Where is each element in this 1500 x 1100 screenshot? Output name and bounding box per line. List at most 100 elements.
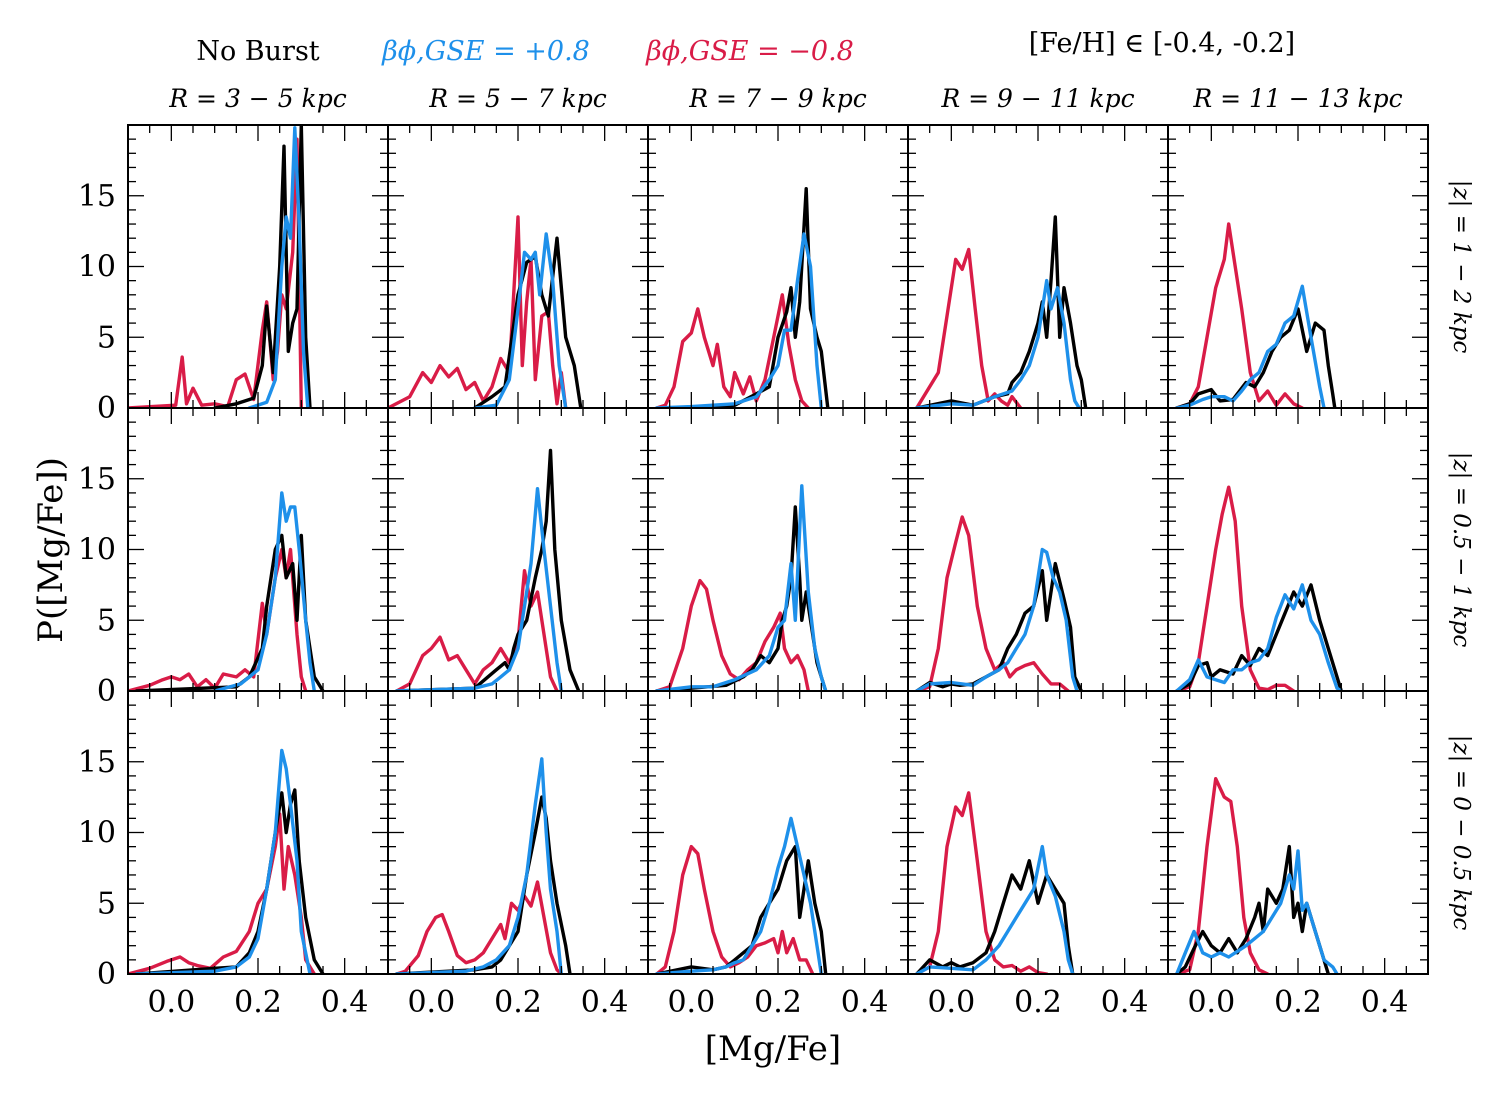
x-tick-label: 0.0	[407, 985, 455, 1020]
y-axis-title: P([Mg/Fe])	[31, 457, 71, 643]
x-tick-label: 0.2	[494, 985, 542, 1020]
series-line-no-burst	[395, 795, 572, 974]
y-tick-labels: 0 5 10 15 0 5 10 15 0 5 10 15	[78, 179, 116, 992]
series-line-minus	[395, 569, 559, 691]
panel-frame	[647, 690, 909, 975]
panel-frame	[907, 690, 1169, 975]
x-tick-label: 0.0	[927, 985, 975, 1020]
panel-frame	[1167, 124, 1429, 409]
y-tick-label: 10	[78, 816, 116, 851]
series-line-no-burst	[213, 125, 312, 408]
y-tick-label: 0	[97, 391, 116, 426]
x-tick-label: 0.4	[841, 985, 889, 1020]
series-line-no-burst	[395, 448, 581, 691]
column-label: R = 3 − 5 kpc	[168, 84, 346, 113]
panel-frame	[907, 407, 1169, 692]
panel-frame	[1167, 407, 1429, 692]
panel-ticks	[647, 691, 909, 975]
y-tick-label: 5	[97, 886, 116, 921]
row-labels: |z| = 1 − 2 kpc |z| = 0.5 − 1 kpc |z| = 0 …	[1448, 180, 1474, 931]
series-line-plus	[1175, 284, 1326, 408]
series-line-plus	[395, 487, 563, 691]
x-tick-label: 0.2	[754, 985, 802, 1020]
panel-series	[655, 484, 828, 691]
series-line-no-burst	[915, 859, 1075, 974]
panel-grid	[127, 124, 1429, 975]
row-label: |z| = 0 − 0.5 kpc	[1448, 735, 1474, 931]
column-label: R = 5 − 7 kpc	[428, 84, 606, 113]
series-line-plus	[1175, 849, 1339, 974]
panel-series	[128, 491, 325, 691]
panel-series	[128, 748, 325, 974]
series-line-no-burst	[135, 533, 325, 691]
panel-ticks	[127, 408, 389, 692]
panel	[1167, 124, 1429, 409]
panel	[907, 407, 1169, 692]
legend-beta-plus: βϕ,GSE = +0.8	[381, 36, 590, 67]
series-line-minus	[915, 247, 1023, 408]
series-line-minus	[655, 844, 815, 974]
panel-ticks	[387, 691, 649, 975]
series-line-plus	[655, 816, 823, 974]
y-tick-label: 5	[97, 603, 116, 638]
series-line-minus	[395, 880, 563, 974]
panel	[647, 124, 909, 409]
panel-ticks	[907, 408, 1169, 692]
series-line-minus	[1175, 485, 1296, 691]
series-line-minus	[1175, 222, 1304, 408]
panel	[1167, 690, 1429, 975]
panel	[647, 690, 909, 975]
panel	[127, 690, 389, 975]
panel-ticks	[907, 125, 1169, 409]
series-line-minus	[915, 791, 1049, 974]
panel-ticks	[127, 125, 389, 409]
x-tick-label: 0.2	[1014, 985, 1062, 1020]
panel	[647, 407, 909, 692]
legend-beta-minus: βϕ,GSE = −0.8	[645, 36, 854, 67]
series-line-minus	[128, 547, 308, 691]
panel	[387, 124, 649, 409]
panel-series	[655, 816, 828, 974]
panel-ticks	[647, 408, 909, 692]
column-label: R = 9 − 11 kpc	[940, 84, 1134, 113]
panel-series	[915, 791, 1075, 974]
panel	[907, 690, 1169, 975]
panel	[907, 124, 1169, 409]
series-line-plus	[473, 232, 568, 408]
panel-ticks	[1167, 125, 1429, 409]
panel	[387, 407, 649, 692]
series-line-minus	[128, 812, 316, 974]
x-tick-label: 0.0	[1187, 985, 1235, 1020]
x-tick-label: 0.4	[1101, 985, 1149, 1020]
panel-ticks	[1167, 408, 1429, 692]
y-tick-label: 0	[97, 674, 116, 709]
series-line-plus	[915, 844, 1075, 974]
series-line-plus	[655, 484, 828, 691]
series-line-no-burst	[473, 236, 583, 408]
panel	[1167, 407, 1429, 692]
x-tick-label: 0.4	[581, 985, 629, 1020]
panel	[127, 407, 389, 692]
y-tick-label: 15	[78, 179, 116, 214]
panel-series	[1175, 222, 1337, 408]
x-tick-label: 0.2	[1274, 985, 1322, 1020]
panel-frame	[907, 124, 1169, 409]
series-line-plus	[915, 278, 1081, 408]
column-label: R = 7 − 9 kpc	[688, 84, 866, 113]
x-tick-label: 0.2	[234, 985, 282, 1020]
panel-series	[395, 448, 581, 691]
x-tick-labels: 0.0 0.2 0.4 0.0 0.2 0.4 0.0 0.2 0.4 0.0 0.2 0.4 0.0 0…	[147, 985, 1408, 1020]
panel-ticks	[387, 125, 649, 409]
figure-header: No Burst βϕ,GSE = +0.8 βϕ,GSE = −0.8 [Fe…	[196, 28, 1295, 67]
panel-frame	[1167, 690, 1429, 975]
series-line-no-burst	[689, 187, 830, 408]
panel-series	[915, 515, 1083, 691]
y-tick-label: 5	[97, 320, 116, 355]
panel-series	[915, 215, 1088, 408]
legend-no-burst: No Burst	[196, 36, 319, 67]
x-axis-title: [Mg/Fe]	[705, 1029, 841, 1069]
panel-series	[1175, 485, 1343, 691]
series-line-minus	[388, 215, 568, 408]
panel-series	[1175, 777, 1339, 974]
